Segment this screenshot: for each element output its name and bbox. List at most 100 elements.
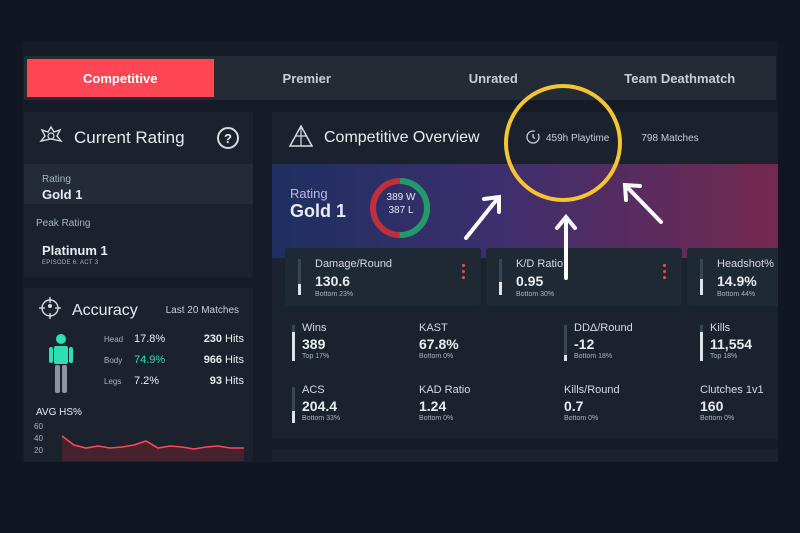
accuracy-title: Accuracy [72,301,138,319]
peak-rating-block: Peak Rating Platinum 1 EPISODE 6: ACT 3 [24,204,253,266]
overview-title: Competitive Overview [324,129,480,146]
stat-kad-ratio: KAD Ratio 1.24 Bottom 0% [419,384,549,424]
accuracy-body: Head 17.8% 230 Hits Body 74.9% 966 Hits Le… [24,333,253,403]
tab-team-deathmatch[interactable]: Team Deathmatch [624,70,736,86]
accuracy-part: Legs [104,377,122,386]
stat-card-value: 14.9% [717,273,757,289]
rating-value: Gold 1 [42,187,83,202]
stat-kast: KAST 67.8% Bottom 0% [419,322,549,362]
stat-value: 1.24 [419,398,447,414]
stat-card-sub: Bottom 30% [516,291,555,298]
accuracy-part: Body [104,356,123,365]
stat-card-sub: Bottom 44% [717,291,756,298]
stat-dd-delta: DDΔ/Round -12 Bottom 18% [564,322,694,362]
crosshair-icon [38,296,62,325]
win-loss-donut [370,178,430,238]
stat-card-damage: Damage/Round 130.6 Bottom 23% [285,248,481,306]
stat-kills-round: Kills/Round 0.7 Bottom 0% [564,384,694,424]
stat-card-value: 0.95 [516,273,544,289]
banner-rank-value: Gold 1 [290,201,347,221]
current-rating-title: Current Rating [74,128,185,147]
banner-rank: Rating Gold 1 [290,186,346,222]
accuracy-hits: 230 Hits [190,333,244,345]
stat-card-label: Headshot% [717,258,774,270]
tab-unrated[interactable]: Unrated [468,70,518,86]
banner-rank-label: Rating [290,186,328,201]
stat-label: Clutches 1v1 [700,384,764,396]
accuracy-hits-label: Hits [225,375,244,387]
stat-label: ACS [302,384,325,396]
stat-sub: Top 17% [302,353,330,360]
accuracy-subtitle: Last 20 Matches [165,305,239,316]
peak-episode: EPISODE 6: ACT 3 [42,260,99,266]
stat-label: DDΔ/Round [574,322,633,334]
stat-clutches: Clutches 1v1 160 Bottom 0% [700,384,778,424]
rank-banner: Rating Gold 1 389 W 387 L [272,164,778,258]
hs-line [61,435,244,450]
stat-sub: Bottom 18% [574,353,613,360]
accuracy-hits: 93 Hits [190,375,244,387]
stat-card-label: Damage/Round [315,258,393,270]
rating-block: Rating Gold 1 [24,164,253,204]
accuracy-hits-count: 966 [203,354,223,366]
accuracy-row-body: Body 74.9% 966 Hits [104,354,244,366]
stat-bar [700,259,703,295]
mode-tabs: Competitive Premier Unrated Team Deathma… [24,56,776,100]
stat-card-sub: Bottom 23% [315,291,354,298]
stat-value: 204.4 [302,398,338,414]
stat-kills: Kills 11,554 Top 18% [700,322,778,362]
tab-competitive[interactable]: Competitive [27,59,214,97]
accuracy-part: Head [104,335,124,344]
current-rating-panel: Current Rating ? Rating Gold 1 Peak Rati… [24,112,253,278]
accuracy-hits-count: 230 [203,333,223,345]
accuracy-hits-count: 93 [209,375,223,387]
hs-chart: 60 40 20 [34,422,244,461]
app-frame: Competitive Premier Unrated Team Deathma… [22,42,778,462]
win-arc [370,178,430,238]
hs-tick: 60 [34,422,43,431]
clock-icon [526,129,540,147]
stat-bar [499,259,502,295]
stat-acs: ACS 204.4 Bottom 33% [292,384,422,424]
peak-rating-label: Peak Rating [36,218,91,229]
peak-rating-value: Platinum 1 [42,243,108,258]
agent-body-icon [48,333,74,400]
stat-value: 67.8% [419,336,459,352]
kebab-menu-icon[interactable] [462,264,465,282]
avg-hs-label: AVG HS% [36,407,82,418]
stat-label: KAD Ratio [419,384,471,396]
stat-sub: Bottom 0% [564,415,599,422]
playtime: 459h Playtime [526,129,610,147]
stat-card-value: 130.6 [315,273,351,289]
stat-card-headshot: Headshot% 14.9% Bottom 44% [687,248,778,306]
stat-label: KAST [419,322,448,334]
playtime-text: 459h Playtime [546,132,610,144]
stat-value: 0.7 [564,398,584,414]
kebab-menu-icon[interactable] [663,264,666,282]
stat-value: 11,554 [710,336,753,352]
rating-label: Rating [42,174,71,185]
stat-value: 389 [302,336,326,352]
accuracy-pct: 74.9% [134,354,166,366]
stat-sub: Top 18% [710,353,738,360]
stat-value: 160 [700,398,724,414]
accuracy-row-head: Head 17.8% 230 Hits [104,333,244,345]
tab-premier[interactable]: Premier [282,70,331,86]
stat-sub: Bottom 33% [302,415,341,422]
stat-card-kd: K/D Ratio 0.95 Bottom 30% [486,248,682,306]
stat-label: Kills/Round [564,384,620,396]
win-loss-text: 389 W 387 L [378,191,424,217]
hs-tick: 40 [34,434,43,443]
accuracy-row-legs: Legs 7.2% 93 Hits [104,375,244,387]
help-icon[interactable]: ? [217,127,239,149]
stat-wins: Wins 389 Top 17% [292,322,422,362]
accuracy-hits: 966 Hits [190,354,244,366]
stat-label: Wins [302,322,327,334]
stat-sub: Bottom 0% [419,353,454,360]
next-panel [272,449,778,462]
competitive-overview-panel: Competitive Overview 459h Playtime 798 M… [272,112,778,439]
stat-label: Kills [710,322,731,334]
stat-sub: Bottom 0% [419,415,454,422]
pyramid-icon [288,123,314,153]
matches-count: 798 Matches [641,132,699,144]
